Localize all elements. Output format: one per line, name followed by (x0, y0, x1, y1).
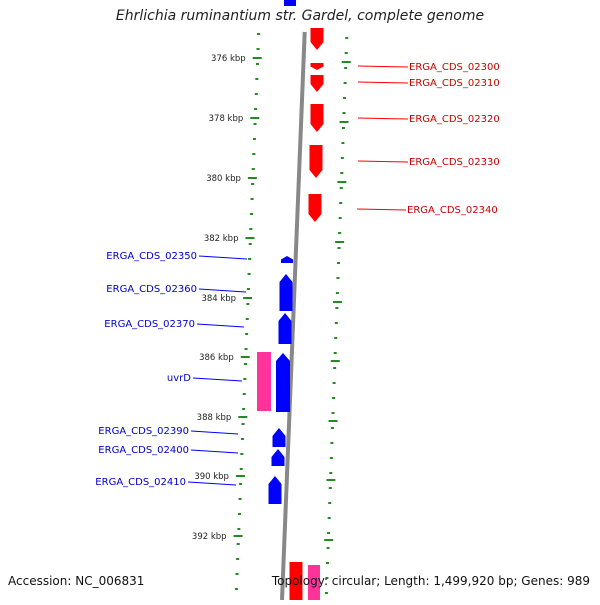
gene-label-forward: ERGA_CDS_02310 (409, 78, 500, 89)
topology-text: Topology: circular; Length: 1,499,920 bp… (271, 574, 590, 588)
tick-label: 378 kbp (209, 114, 244, 124)
map-title: Ehrlichia ruminantium str. Gardel, compl… (115, 8, 485, 24)
gene-reverse (279, 274, 293, 311)
gene-label-forward: ERGA_CDS_02330 (409, 157, 500, 168)
gene-reverse (268, 476, 282, 504)
gene-label-forward: ERGA_CDS_02300 (409, 62, 500, 73)
gene-reverse (284, 0, 296, 6)
tick-label: 384 kbp (201, 294, 236, 304)
tick-label: 376 kbp (211, 54, 246, 64)
gene-label-leader (357, 65, 409, 68)
tick-label: 388 kbp (197, 413, 232, 423)
gene-forward (310, 63, 324, 70)
tick-label: 382 kbp (204, 234, 239, 244)
gene-label-leader (187, 481, 237, 486)
gene-label-reverse: ERGA_CDS_02350 (106, 251, 197, 262)
gene-reverse (281, 256, 293, 263)
gene-label-leader (190, 449, 239, 454)
gene-label-reverse: ERGA_CDS_02370 (104, 319, 195, 330)
gene-label-forward: ERGA_CDS_02320 (409, 114, 500, 125)
gene-label-reverse: ERGA_CDS_02400 (98, 445, 189, 456)
gene-label-leader (192, 377, 243, 382)
gene-forward (309, 145, 323, 178)
gene-reverse (272, 428, 286, 447)
gene-label-leader (357, 160, 409, 163)
gene-reverse (276, 353, 290, 412)
gene-forward (310, 104, 324, 132)
gene-label-leader (357, 81, 409, 84)
gene-label-reverse: ERGA_CDS_02410 (95, 477, 186, 488)
tick-label: 386 kbp (199, 353, 234, 363)
gene-rna (308, 565, 320, 600)
tick-label: 390 kbp (194, 472, 229, 482)
gene-forward (308, 194, 322, 222)
gene-label-leader (356, 208, 407, 211)
gene-forward (289, 562, 303, 600)
gene-label-leader (198, 288, 247, 293)
gene-label-reverse: uvrD (167, 373, 191, 384)
gene-label-leader (198, 255, 248, 260)
tick-label: 392 kbp (192, 532, 227, 542)
gene-label-leader (357, 117, 409, 120)
tick-label: 380 kbp (206, 174, 241, 184)
accession-text: Accession: NC_006831 (8, 574, 145, 588)
gene-label-leader (196, 323, 245, 328)
gene-label-leader (190, 430, 239, 435)
gene-label-forward: ERGA_CDS_02340 (407, 205, 498, 216)
genome-backbone (280, 31, 307, 601)
gene-forward (310, 75, 324, 92)
gene-forward (310, 28, 324, 50)
gene-reverse (278, 313, 292, 344)
gene-label-reverse: ERGA_CDS_02360 (106, 284, 197, 295)
gene-rna (257, 352, 271, 411)
gene-label-reverse: ERGA_CDS_02390 (98, 426, 189, 437)
gene-reverse (271, 449, 285, 466)
